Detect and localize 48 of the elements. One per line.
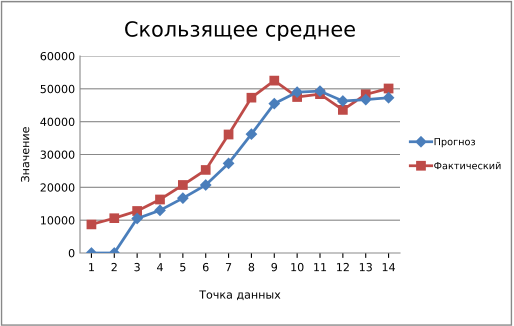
- point: [246, 128, 258, 140]
- point: [337, 95, 348, 107]
- point: [338, 104, 348, 115]
- point: [200, 165, 211, 175]
- y-tick-label: 10000: [41, 216, 74, 225]
- legend-label: Прогноз: [434, 138, 476, 148]
- x-tick-label: 1: [89, 263, 94, 272]
- x-tick-label: 12: [337, 262, 349, 272]
- y-tick-label: 0: [68, 248, 74, 258]
- legend-label: Фактический: [434, 162, 500, 170]
- point: [246, 92, 256, 103]
- x-tick-label: 6: [202, 262, 209, 272]
- y-tick-label: 40000: [40, 118, 74, 126]
- point: [109, 213, 120, 224]
- point: [269, 76, 280, 86]
- x-tick-label: 4: [157, 263, 163, 272]
- point: [222, 158, 234, 169]
- point: [382, 92, 394, 104]
- point: [268, 98, 280, 110]
- x-tick-label: 7: [226, 263, 232, 272]
- point: [178, 180, 188, 190]
- x-tick-label: 11: [314, 263, 326, 272]
- x-tick-label: 5: [180, 263, 186, 272]
- x-tick-label: 14: [382, 263, 396, 272]
- point: [154, 204, 166, 216]
- point: [292, 86, 303, 98]
- y-tick-label: 60000: [40, 52, 74, 60]
- point: [314, 86, 326, 97]
- x-axis-title: Точка данных: [199, 290, 280, 300]
- y-tick-label: 30000: [40, 150, 74, 159]
- point: [360, 94, 372, 106]
- x-tick-label: 8: [248, 262, 254, 272]
- point: [155, 194, 165, 204]
- point: [177, 192, 188, 204]
- point: [384, 84, 394, 94]
- x-tick-label: 13: [360, 262, 372, 272]
- point: [132, 212, 143, 224]
- x-tick-label: 3: [134, 262, 140, 272]
- point: [200, 179, 212, 191]
- y-tick-label: 50000: [40, 84, 74, 94]
- chart-title: Скользящее среднее: [125, 21, 355, 41]
- point: [224, 130, 234, 140]
- y-axis-title: Значение: [20, 127, 30, 182]
- point: [86, 220, 96, 230]
- x-tick-label: 2: [112, 262, 117, 272]
- x-tick-label: 9: [271, 262, 278, 272]
- y-tick-label: 20000: [40, 183, 74, 192]
- x-tick-label: 10: [291, 262, 304, 272]
